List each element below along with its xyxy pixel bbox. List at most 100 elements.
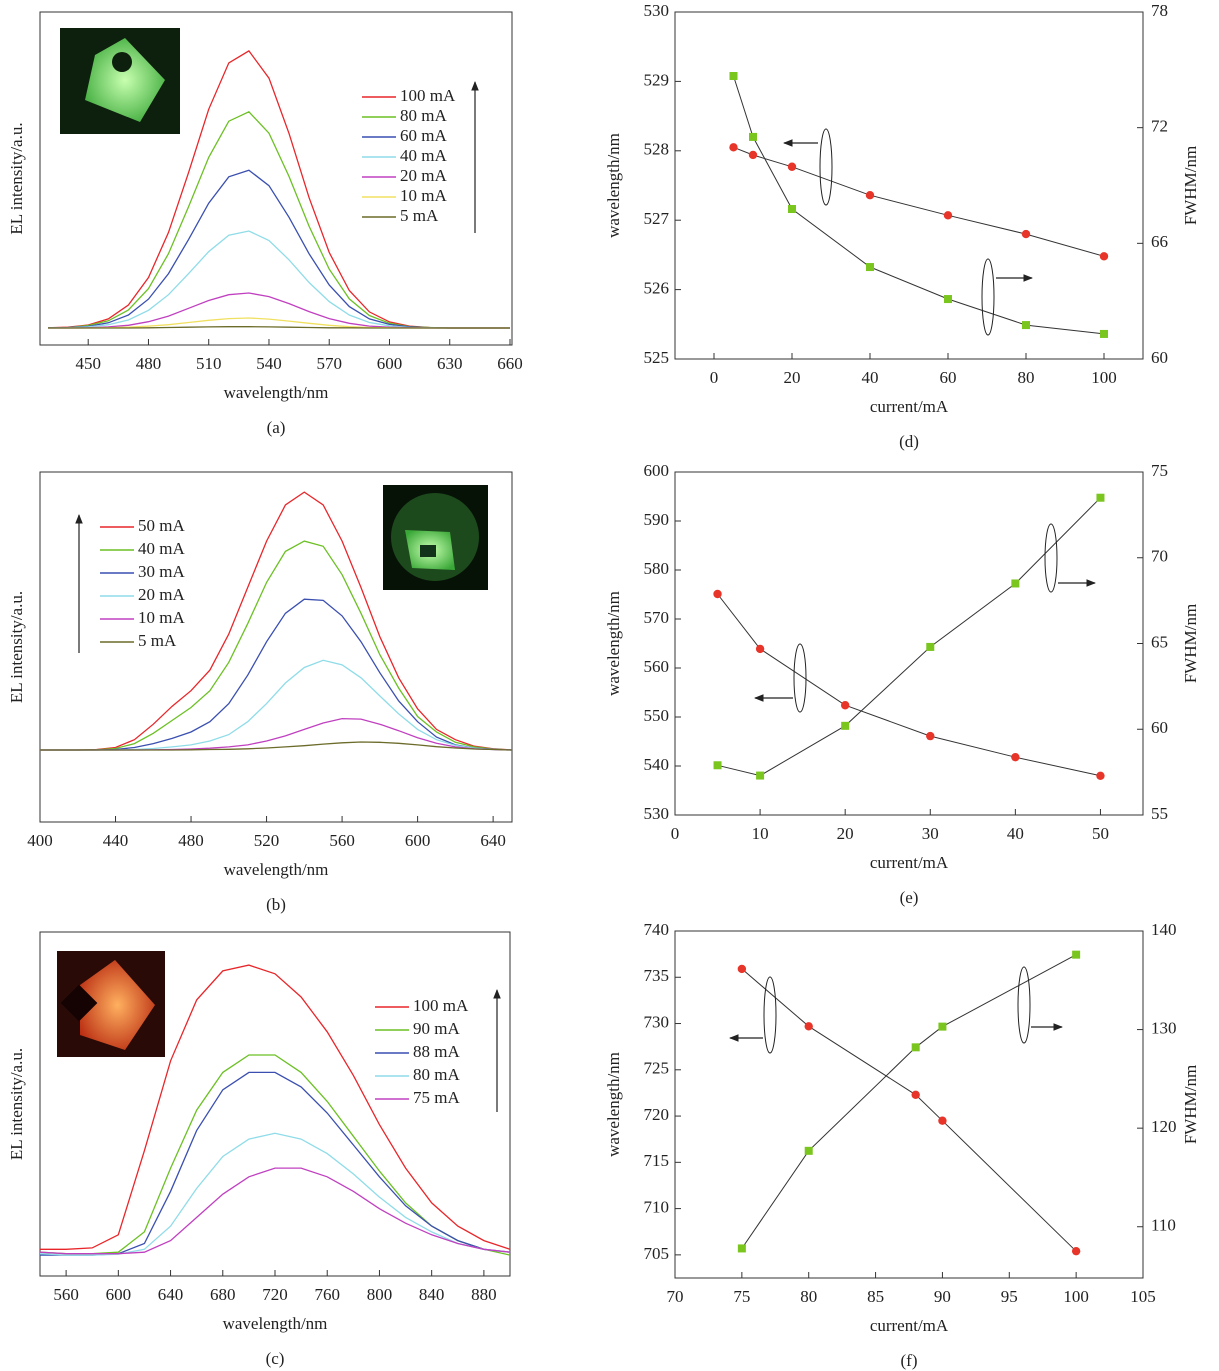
x-axis-label: current/mA	[870, 1316, 949, 1335]
x-axis-label: current/mA	[870, 397, 949, 416]
inset-photo-c	[57, 951, 165, 1057]
legend-label: 88 mA	[413, 1042, 460, 1061]
data-point	[911, 1043, 920, 1052]
spectrum-line	[39, 1167, 511, 1255]
y-tick-label: 600	[644, 461, 670, 480]
x-tick-label: 50	[1092, 824, 1109, 843]
y-tick-label: 705	[644, 1244, 670, 1263]
legend-label: 5 mA	[400, 206, 439, 225]
spectrum-line	[40, 540, 513, 751]
x-tick-label: 95	[1001, 1287, 1018, 1306]
legend-label: 5 mA	[138, 631, 177, 650]
data-point	[713, 589, 722, 599]
x-tick-label: 80	[1018, 368, 1035, 387]
spectrum-line	[40, 659, 513, 751]
y-tick-label: 740	[644, 920, 670, 939]
data-point	[943, 211, 953, 220]
data-point	[840, 701, 850, 710]
y-tick-label: 725	[644, 1059, 670, 1078]
x-tick-label: 600	[405, 831, 431, 850]
x-tick-label: 680	[210, 1285, 236, 1304]
x-tick-label: 100	[1091, 368, 1117, 387]
y-tick-label: 570	[644, 608, 670, 627]
y-tick-label: 720	[644, 1105, 670, 1124]
data-point	[1021, 229, 1031, 239]
legend-label: 40 mA	[400, 146, 447, 165]
series-line	[717, 497, 1101, 777]
axis-indicator-ellipse	[1017, 966, 1031, 1044]
data-point	[756, 771, 765, 780]
series-line	[741, 968, 1077, 1252]
plot-frame	[674, 11, 1144, 360]
axis-indicator-ellipse	[793, 643, 807, 713]
data-point	[841, 721, 850, 730]
y-tick-label: 529	[644, 70, 670, 89]
y-axis-label: wavelength/nm	[604, 1052, 623, 1157]
x-tick-label: 40	[1007, 824, 1024, 843]
y-axis-label: wavelength/nm	[604, 133, 623, 238]
data-point	[713, 761, 722, 770]
x-tick-label: 70	[667, 1287, 684, 1306]
panel-caption: (d)	[899, 432, 919, 451]
y2-tick-label: 140	[1151, 920, 1177, 939]
x-tick-label: 760	[314, 1285, 340, 1304]
legend-label: 30 mA	[138, 562, 185, 581]
data-point	[787, 162, 797, 171]
legend-label: 50 mA	[138, 516, 185, 535]
y2-tick-label: 70	[1151, 547, 1168, 566]
x-axis-label: wavelength/nm	[224, 860, 329, 879]
x-tick-label: 640	[158, 1285, 184, 1304]
data-point	[1096, 493, 1105, 502]
y2-tick-label: 60	[1151, 348, 1168, 367]
y-axis-label: wavelength/nm	[604, 591, 623, 696]
y-tick-label: 590	[644, 510, 670, 529]
legend-label: 90 mA	[413, 1019, 460, 1038]
x-tick-label: 880	[471, 1285, 497, 1304]
axis-indicator-ellipse	[819, 128, 833, 206]
x-tick-label: 60	[940, 368, 957, 387]
x-axis-label: current/mA	[870, 853, 949, 872]
y-tick-label: 730	[644, 1012, 670, 1031]
y2-tick-label: 120	[1151, 1117, 1177, 1136]
x-tick-label: 440	[103, 831, 129, 850]
x-tick-label: 85	[867, 1287, 884, 1306]
data-point	[1011, 752, 1020, 762]
data-point	[749, 132, 757, 141]
legend-label: 20 mA	[400, 166, 447, 185]
x-tick-label: 90	[934, 1287, 951, 1306]
data-point	[926, 731, 935, 741]
x-tick-label: 630	[437, 354, 463, 373]
spectrum-line	[40, 491, 513, 751]
data-point	[804, 1146, 813, 1155]
x-tick-label: 75	[733, 1287, 750, 1306]
legend-label: 100 mA	[400, 86, 456, 105]
plot-frame	[39, 471, 513, 823]
x-tick-label: 540	[256, 354, 282, 373]
legend-label: 10 mA	[138, 608, 185, 627]
data-point	[804, 1022, 813, 1031]
x-tick-label: 80	[800, 1287, 817, 1306]
data-point	[1022, 321, 1030, 330]
x-tick-label: 30	[922, 824, 939, 843]
y2-tick-label: 110	[1151, 1216, 1176, 1235]
plot-frame	[39, 11, 513, 346]
y2-tick-label: 65	[1151, 632, 1168, 651]
axis-indicator-ellipse	[981, 258, 995, 336]
y-axis-label: EL intensity/a.u.	[7, 122, 26, 234]
spectrum-line	[48, 326, 510, 329]
plot-frame	[674, 471, 1144, 816]
panel-caption: (e)	[900, 888, 919, 907]
data-point	[1099, 252, 1109, 261]
data-point	[755, 644, 765, 654]
y2-axis-label: FWHM/nm	[1181, 1065, 1200, 1144]
data-point	[1100, 329, 1108, 338]
spectrum-line	[39, 1054, 511, 1256]
x-axis-label: wavelength/nm	[223, 1314, 328, 1333]
data-point	[1071, 1246, 1081, 1256]
x-tick-label: 560	[53, 1285, 79, 1304]
legend-label: 100 mA	[413, 996, 469, 1015]
y2-tick-label: 130	[1151, 1018, 1177, 1037]
x-tick-label: 510	[196, 354, 222, 373]
x-tick-label: 520	[254, 831, 280, 850]
